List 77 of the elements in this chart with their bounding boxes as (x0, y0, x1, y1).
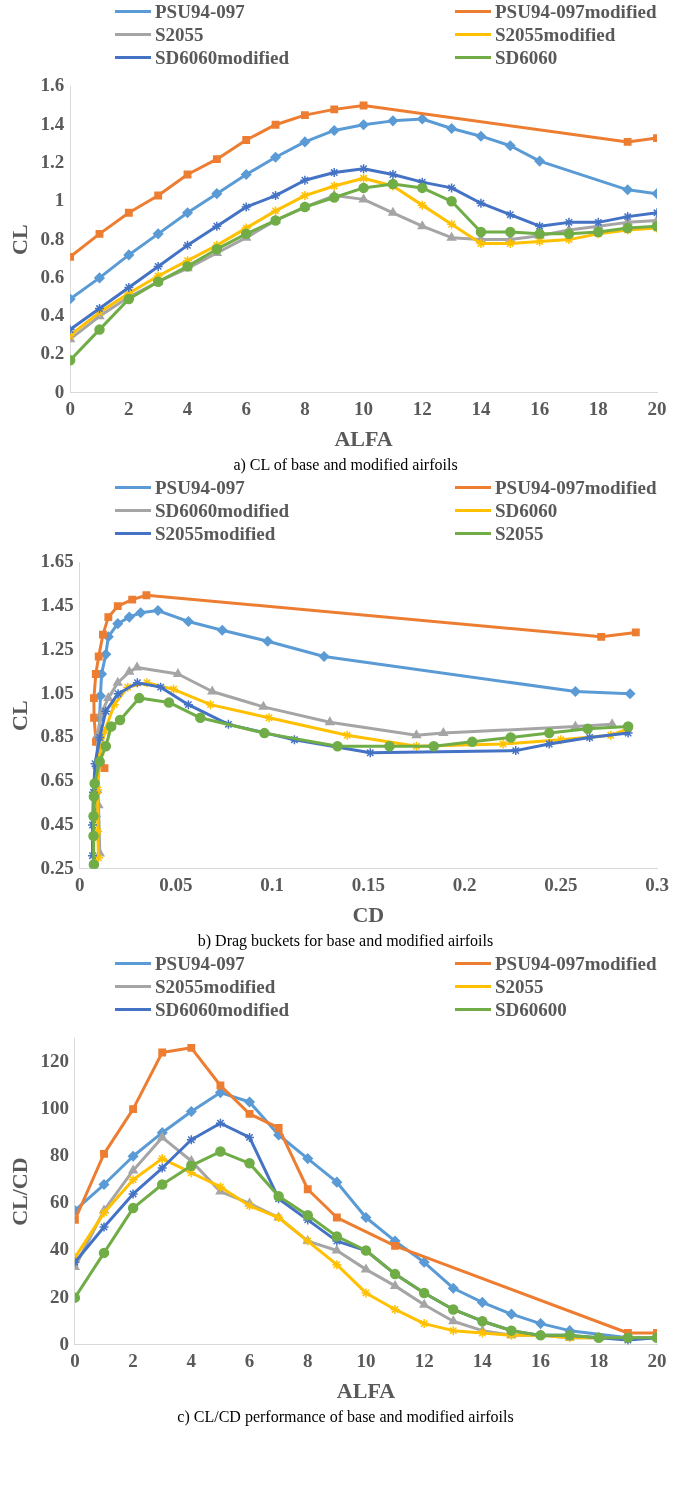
y-tick-label: 40 (49, 1238, 69, 1260)
legend-label: PSU94-097 (155, 952, 245, 975)
y-tick-label: 120 (40, 1049, 69, 1071)
x-tick-label: 0.3 (645, 874, 669, 896)
x-tick-label: 10 (356, 1350, 376, 1372)
x-tick-label: 8 (302, 1350, 313, 1372)
x-tick-label: 16 (530, 398, 550, 420)
legend-label: S2055 (495, 975, 544, 998)
y-tick-label: 80 (49, 1144, 69, 1166)
y-tick-label: 1.2 (40, 150, 65, 172)
x-tick-label: 20 (647, 398, 667, 420)
legend-label: S2055 (495, 522, 544, 545)
legend-label: S2055modified (495, 23, 616, 46)
x-tick-label: 2 (124, 398, 134, 420)
x-tick-label: 16 (531, 1350, 551, 1372)
y-tick-label: 1.25 (40, 637, 74, 659)
x-tick-label: 6 (244, 1350, 255, 1372)
legend-label: PSU94-097modified (495, 476, 657, 499)
x-tick-label: 0.1 (260, 874, 284, 896)
y-tick-label: 1.65 (40, 550, 74, 572)
x-tick-label: 14 (471, 398, 491, 420)
y-tick-label: 1.05 (40, 681, 74, 703)
x-tick-label: 0.25 (544, 874, 578, 896)
legend-label: SD6060 (495, 46, 558, 69)
legend-label: S2055 (155, 23, 204, 46)
y-tick-label: 100 (40, 1097, 69, 1119)
y-tick-label: 0.2 (40, 342, 65, 364)
legend-label: SD6060 (495, 499, 558, 522)
x-tick-label: 2 (128, 1350, 138, 1372)
y-tick-label: 1.4 (40, 112, 65, 134)
y-axis-title: CL/CD (6, 1157, 32, 1226)
x-tick-label: 0.2 (452, 874, 477, 896)
y-tick-label: 1.45 (40, 594, 74, 616)
y-axis-title: CL (6, 700, 32, 731)
x-axis-title: CD (352, 902, 385, 928)
x-tick-label: 0.05 (159, 874, 193, 896)
x-tick-label: 14 (472, 1350, 493, 1372)
y-tick-label: 0.85 (40, 725, 74, 747)
x-tick-label: 12 (414, 1350, 434, 1372)
y-tick-label: 0.4 (40, 304, 65, 326)
y-tick-label: 0.8 (40, 227, 65, 249)
x-tick-label: 4 (186, 1350, 197, 1372)
legend-label: PSU94-097 (155, 0, 245, 23)
text: b) Drag buckets for base and modified airfoils (196, 931, 495, 952)
legend-label: S2055modified (155, 975, 276, 998)
text: c) CL/CD performance of base and modified airfoils (176, 1407, 515, 1428)
legend-label: SD6060modified (155, 998, 290, 1021)
x-tick-label: 4 (182, 398, 193, 420)
x-tick-label: 6 (241, 398, 251, 420)
x-axis-title: ALFA (334, 426, 393, 452)
legend-label: SD6060modified (155, 499, 290, 522)
y-tick-label: 60 (49, 1191, 69, 1213)
legend-label: SD6060modified (155, 46, 290, 69)
y-tick-label: 20 (49, 1285, 69, 1307)
y-tick-label: 0.45 (40, 812, 74, 834)
legend-label: PSU94-097modified (495, 0, 657, 23)
y-tick-label: 1.6 (40, 74, 65, 96)
y-tick-label: 0.65 (40, 769, 74, 791)
x-tick-label: 18 (588, 398, 608, 420)
y-axis-title: CL (6, 224, 32, 255)
y-tick-label: 1 (54, 189, 65, 211)
legend-label: S2055modified (155, 522, 276, 545)
text: a) CL of base and modified airfoils (232, 455, 459, 476)
y-tick-label: 0.25 (40, 856, 74, 878)
y-tick-label: 0 (54, 380, 65, 402)
x-tick-label: 20 (647, 1350, 667, 1372)
x-tick-label: 12 (412, 398, 432, 420)
y-tick-label: 0 (59, 1332, 69, 1354)
x-tick-label: 0.15 (351, 874, 385, 896)
legend-label: PSU94-097 (155, 476, 245, 499)
legend-label: SD60600 (495, 998, 567, 1021)
x-axis-title: ALFA (336, 1378, 396, 1404)
x-tick-label: 18 (589, 1350, 609, 1372)
legend-label: PSU94-097modified (495, 952, 657, 975)
x-tick-label: 10 (354, 398, 374, 420)
y-tick-label: 0.6 (40, 265, 65, 287)
x-tick-label: 8 (300, 398, 310, 420)
